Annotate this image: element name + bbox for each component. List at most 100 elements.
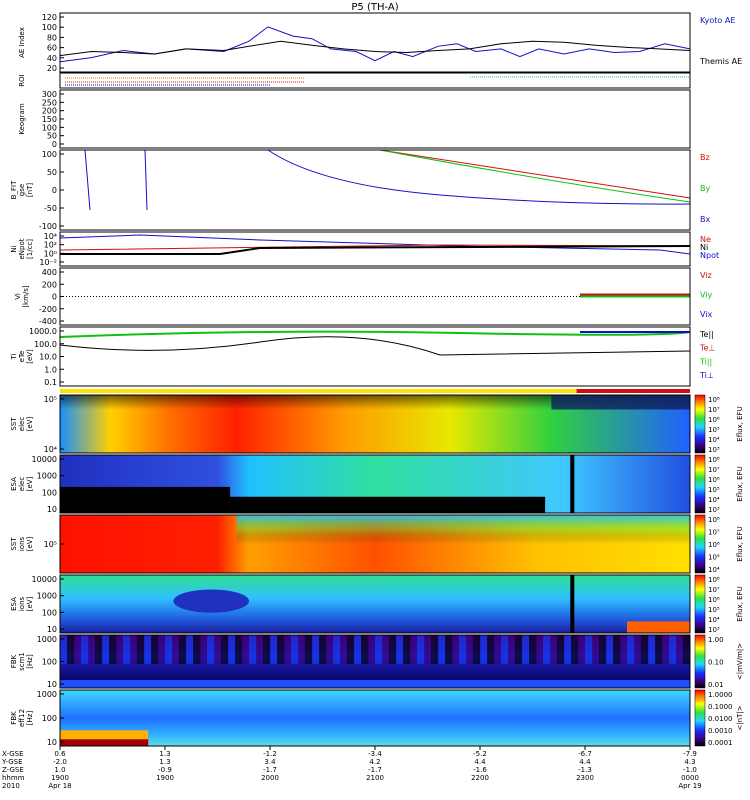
fbk-scm-stripe	[613, 635, 621, 665]
y-tick-label: 100	[42, 150, 57, 159]
fbk-scm-stripe	[242, 635, 250, 665]
y-axis-label-line: gse	[18, 184, 26, 196]
sst-ions-shading	[236, 515, 690, 573]
fbk-scm-stripe	[116, 635, 124, 665]
colorbar-label-group: <|mV/m|>	[736, 643, 744, 680]
y-tick-label: 0	[52, 140, 57, 149]
fbk-scm-stripe	[284, 635, 292, 665]
x-axis-row-label: Z-GSE	[2, 766, 24, 774]
fbk-scm-stripe	[634, 635, 642, 665]
x-axis-value: -3.4	[368, 750, 382, 758]
x-axis-value: -1.3	[578, 766, 592, 774]
fbk-scm-stripe	[333, 635, 341, 665]
y-axis-label-line: ESA	[10, 477, 18, 491]
legend-entry: Viy	[700, 291, 713, 300]
x-axis-value: 1.3	[159, 758, 170, 766]
esa-ions-spectrogram	[60, 575, 690, 633]
fbk-scm-stripe	[193, 635, 201, 665]
colorbar-label-group: Eflux, EFU	[736, 466, 744, 501]
y-axis-label-ae: AE Index	[18, 27, 26, 58]
y-tick-label: 150	[42, 115, 57, 124]
x-axis-row-label: hhmm	[2, 774, 25, 782]
y-axis-label-line: FBK	[10, 654, 18, 668]
y-tick-label: 50	[47, 168, 57, 177]
y-tick-label: 10⁰	[44, 249, 57, 258]
legend-entry: Te||	[699, 330, 714, 339]
y-tick-label: 1000	[37, 690, 57, 699]
bfit-bx-spike-2	[144, 149, 148, 211]
colorbar-4: 1.00 0.10 0.01 <|mV/m|>	[694, 634, 744, 689]
y-tick-label: 0.1	[44, 378, 57, 387]
colorbar-scale	[694, 574, 706, 634]
fbk-scm-stripe	[319, 635, 327, 665]
fbk-scm-stripe	[389, 635, 397, 665]
legend-entry: Bx	[700, 215, 710, 224]
y-axis-label-line: AE Index	[18, 27, 26, 58]
panel-sst_e: 10⁵ 10⁴ SST elec [eV]	[10, 394, 691, 454]
fbk-scm-stripe	[508, 635, 516, 665]
fbk-scm-stripe	[655, 635, 663, 665]
esa-elec-gap	[570, 455, 575, 513]
colorbar-tick-label: 0.01	[708, 681, 724, 689]
fbk-scm-stripe	[522, 635, 530, 665]
legend-entry: Bz	[700, 153, 710, 162]
x-axis-value: -6.7	[578, 750, 592, 758]
x-axis-value: -1.6	[473, 766, 487, 774]
x-axis-row-label: Y-GSE	[1, 758, 23, 766]
y-tick-label: 100	[42, 714, 57, 723]
y-tick-label: -50	[44, 204, 57, 213]
x-axis-value: 2000	[261, 774, 279, 782]
fbk-scm-stripe	[501, 635, 509, 665]
colorbar-group: 10⁸ 10⁷ 10⁶ 10⁵ 10⁴ 10³ Eflux, EFU 10⁸ 10⁷ 10⁶ 10⁵…	[694, 394, 744, 747]
y-axis-label-line: ROI	[18, 74, 26, 86]
fbk-scm-stripe	[109, 635, 117, 665]
colorbar-2: 10⁸ 10⁷ 10⁶ 10⁵ 10⁴ Eflux, EFU	[694, 514, 744, 574]
y-axis-label-line: eff12	[18, 709, 26, 727]
fbk-scm-stripe	[228, 635, 236, 665]
y-tick-label: 10⁴	[44, 232, 57, 241]
y-axis-label-vi: Vi [km/s]	[14, 285, 30, 308]
legend-entry: Te⊥	[699, 344, 715, 353]
x-axis-value: Apr 19	[678, 782, 701, 790]
colorbar-tick-label: 0.10	[708, 659, 724, 667]
y-tick-label: 20	[47, 64, 57, 73]
colorbar-tick-label: 10³	[708, 446, 720, 454]
y-tick-label: -100	[39, 222, 57, 231]
panel-frame-esa_i	[59, 574, 691, 634]
y-tick-label: 10²	[44, 241, 57, 250]
y-axis-label-line: SST	[10, 417, 18, 431]
panel-sst_i: 10⁵ SST ions [eV]	[10, 514, 691, 574]
fbk-scm-stripe	[326, 635, 334, 665]
y-tick-label: 1000.0	[29, 327, 57, 336]
esa-ions-hot-corner	[627, 621, 690, 633]
y-tick-label: 200	[42, 280, 57, 289]
fbk-scm-stripe	[102, 635, 110, 665]
y-axis-label-line: ions	[18, 596, 26, 611]
y-axis-label-line: Ni	[10, 245, 18, 252]
colorbar-label-group: <|nT|>	[736, 705, 744, 730]
colorbar-tick-label: 10⁵	[708, 554, 720, 562]
ti-tepar-line	[59, 336, 691, 356]
y-axis-label-fbk_b: FBK scm1 [Hz]	[10, 652, 34, 671]
colorbar-label: Eflux, EFU	[736, 406, 744, 441]
y-tick-label: -200	[39, 305, 57, 314]
colorbar-tick-label: 10⁶	[708, 541, 720, 549]
y-axis-label-line: [eV]	[26, 476, 34, 491]
y-tick-label: 10⁻²	[39, 258, 57, 267]
y-tick-label: 10000	[32, 455, 57, 464]
fbk-scm-stripe	[382, 635, 390, 665]
y-axis-label-line: [eV]	[26, 536, 34, 551]
y-tick-label: 10	[47, 738, 57, 747]
colorbar-tick-label: 10⁴	[708, 566, 720, 574]
y-axis-label-line: ions	[18, 536, 26, 551]
legend-entry: Ti||	[699, 357, 712, 366]
x-axis-value: 2200	[471, 774, 489, 782]
x-axis-value: Apr 18	[48, 782, 71, 790]
y-axis-label-sst_e: SST elec [eV]	[10, 416, 34, 431]
y-tick-label: 250	[42, 98, 57, 107]
y-axis-label-line: scm1	[18, 652, 26, 671]
y-axis-label-line: [eV]	[26, 349, 34, 364]
fbk-scm-stripe	[270, 635, 278, 665]
x-axis-value: 1900	[156, 774, 174, 782]
colorbar-0: 10⁸ 10⁷ 10⁶ 10⁵ 10⁴ 10³ Eflux, EFU	[694, 394, 744, 454]
